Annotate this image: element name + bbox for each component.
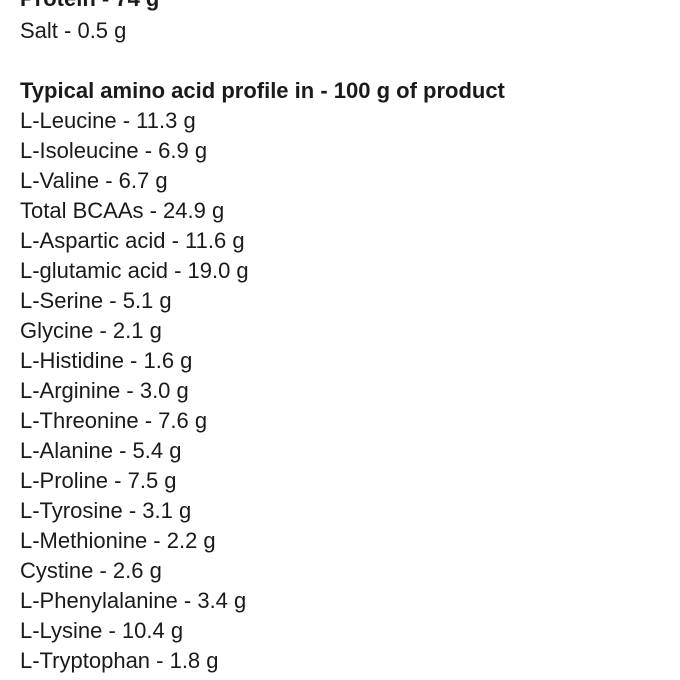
amino-acid-line: L-Methionine - 2.2 g [20,528,216,553]
amino-acid-line: L-Arginine - 3.0 g [20,378,189,403]
amino-acid-line: L-Histidine - 1.6 g [20,348,193,373]
amino-acid-line: L-Lysine - 10.4 g [20,618,184,643]
amino-acid-line: L-Aspartic acid - 11.6 g [20,228,245,253]
profile-heading: Typical amino acid profile in - 100 g of… [20,78,505,103]
amino-acid-line: L-Tyrosine - 3.1 g [20,498,192,523]
salt-line: Salt - 0.5 g [20,18,127,43]
amino-acid-line: L-Phenylalanine - 3.4 g [20,588,247,613]
protein-line: Protein - 74 g [20,0,159,14]
amino-acid-line: L-Isoleucine - 6.9 g [20,138,208,163]
amino-acid-line: L-glutamic acid - 19.0 g [20,258,249,283]
amino-acid-line: L-Threonine - 7.6 g [20,408,208,433]
amino-acid-line: L-Alanine - 5.4 g [20,438,182,463]
amino-acid-line: Glycine - 2.1 g [20,318,162,343]
amino-acid-line: L-Tryptophan - 1.8 g [20,648,219,673]
amino-acid-line: Total BCAAs - 24.9 g [20,198,225,223]
amino-acid-line: L-Proline - 7.5 g [20,468,177,493]
amino-acid-line: L-Serine - 5.1 g [20,288,172,313]
amino-acid-line: L-Leucine - 11.3 g [20,108,196,133]
amino-acid-line: L-Valine - 6.7 g [20,168,168,193]
amino-acid-line: Cystine - 2.6 g [20,558,162,583]
